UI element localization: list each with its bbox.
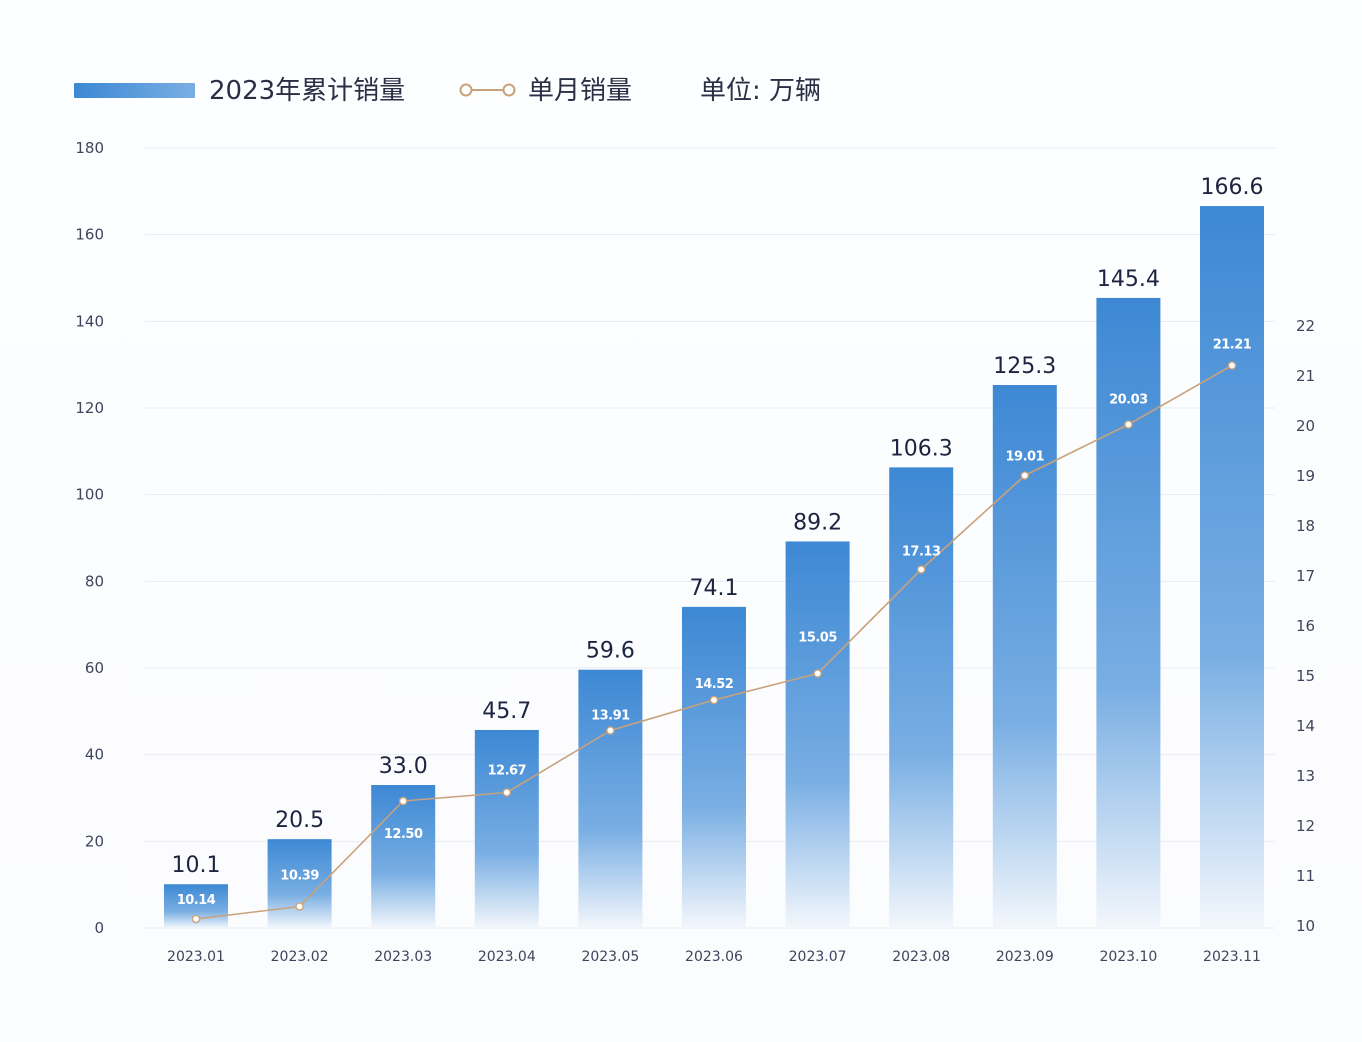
y-axis-left: 0 20 40 60 80 100 120 140 160 180	[75, 139, 104, 937]
legend: 2023年累计销量 单月销量 单位: 万辆	[74, 76, 821, 106]
y-left-tick-label: 80	[85, 572, 104, 590]
monthly-sales-value-label: 14.52	[695, 677, 734, 692]
bar-value-label: 45.7	[482, 699, 531, 724]
x-tick-label: 2023.01	[167, 949, 225, 965]
monthly-sales-point	[398, 796, 408, 806]
y-right-tick-label: 10	[1296, 917, 1315, 935]
bar-2023-03	[371, 785, 436, 928]
y-left-tick-label: 0	[94, 919, 104, 937]
monthly-sales-point	[1227, 361, 1237, 370]
y-left-tick-label: 140	[75, 312, 104, 330]
y-right-tick-label: 18	[1296, 517, 1315, 535]
y-left-tick-label: 180	[75, 139, 104, 157]
y-right-tick-label: 19	[1296, 467, 1315, 485]
bar-value-label: 106.3	[890, 436, 953, 461]
cumulative-sales-bars	[164, 206, 1264, 929]
bar-value-label: 74.1	[690, 576, 739, 601]
bar-value-label: 89.2	[793, 510, 842, 535]
x-tick-label: 2023.05	[581, 949, 639, 965]
x-tick-label: 2023.03	[374, 949, 432, 965]
y-right-tick-label: 16	[1296, 617, 1315, 635]
legend-line-swatch	[459, 83, 516, 97]
legend-line-marker	[459, 83, 473, 97]
x-tick-label: 2023.04	[478, 949, 536, 965]
monthly-sales-value-label: 21.21	[1213, 338, 1252, 353]
bar-2023-10	[1096, 297, 1161, 928]
y-right-tick-label: 12	[1296, 817, 1315, 835]
monthly-sales-point	[191, 914, 201, 924]
monthly-sales-point	[1124, 420, 1133, 429]
monthly-sales-value-label: 12.50	[384, 827, 423, 842]
y-right-tick-label: 21	[1296, 367, 1315, 385]
monthly-sales-point	[606, 726, 615, 735]
x-tick-label: 2023.11	[1203, 949, 1261, 965]
bar-2023-08	[889, 467, 954, 928]
cumulative-sales-value-labels: 10.1 20.5 33.0 45.7 59.6 74.1 89.2 106.3 125.3 14…	[172, 175, 1264, 878]
bar-value-label: 166.6	[1201, 175, 1264, 200]
monthly-sales-value-label: 17.13	[902, 545, 941, 560]
bar-value-label: 33.0	[379, 754, 428, 779]
x-tick-label: 2023.08	[892, 949, 950, 965]
y-left-tick-label: 160	[75, 226, 104, 244]
y-left-tick-label: 100	[75, 486, 104, 504]
monthly-sales-value-label: 12.67	[487, 764, 526, 779]
y-left-tick-label: 40	[85, 746, 104, 764]
x-tick-label: 2023.09	[996, 949, 1054, 965]
monthly-sales-value-labels: 10.14 10.39 12.50 12.67 13.91 14.52 15.05 17.13…	[177, 338, 1253, 909]
monthly-sales-point	[1020, 471, 1030, 480]
y-right-tick-label: 20	[1296, 417, 1315, 435]
monthly-sales-series	[191, 361, 1237, 924]
bar-2023-06	[682, 606, 746, 928]
y-right-tick-label: 11	[1296, 867, 1315, 885]
bar-value-label: 125.3	[993, 354, 1056, 379]
y-right-tick-label: 15	[1296, 667, 1315, 685]
y-left-tick-label: 60	[85, 659, 104, 677]
x-tick-label: 2023.10	[1099, 949, 1157, 965]
bar-2023-09	[992, 385, 1057, 928]
x-tick-label: 2023.02	[271, 949, 329, 965]
y-axis-right: 10 11 12 13 14 15 16 17 18 19 20 21 22	[1296, 317, 1315, 935]
bar-value-label: 145.4	[1097, 267, 1160, 292]
monthly-sales-point	[709, 695, 719, 705]
x-tick-label: 2023.06	[685, 949, 743, 965]
legend-bar-label: 2023年累计销量	[209, 76, 405, 106]
monthly-sales-point	[502, 788, 512, 797]
bar-2023-07	[785, 541, 850, 928]
legend-line-marker	[502, 83, 516, 97]
y-right-tick-label: 22	[1296, 317, 1315, 335]
x-axis: 2023.01 2023.02 2023.03 2023.04 2023.05 2023.…	[167, 949, 1261, 965]
bar-2023-02	[267, 839, 332, 928]
bar-2023-11	[1200, 206, 1264, 929]
monthly-sales-point	[295, 902, 304, 911]
monthly-sales-value-label: 10.39	[280, 869, 319, 884]
monthly-sales-point	[813, 669, 822, 678]
legend-bar-swatch	[74, 83, 195, 98]
y-left-tick-label: 20	[85, 832, 104, 850]
monthly-sales-value-label: 19.01	[1005, 450, 1044, 465]
monthly-sales-value-label: 20.03	[1109, 393, 1148, 408]
x-tick-label: 2023.07	[789, 949, 847, 965]
bar-2023-04	[474, 729, 539, 928]
bar-value-label: 59.6	[586, 639, 635, 664]
monthly-sales-value-label: 13.91	[591, 709, 630, 724]
legend-line-label: 单月销量	[528, 76, 632, 106]
bar-2023-05	[578, 669, 643, 928]
y-right-tick-label: 13	[1296, 767, 1315, 785]
y-right-tick-label: 14	[1296, 717, 1315, 735]
y-right-tick-label: 17	[1296, 567, 1315, 585]
monthly-sales-value-label: 15.05	[798, 631, 837, 646]
monthly-sales-value-label: 10.14	[177, 893, 216, 908]
bar-value-label: 20.5	[275, 808, 324, 833]
bar-value-label: 10.1	[172, 853, 221, 878]
monthly-sales-point	[916, 565, 926, 574]
unit-label: 单位: 万辆	[700, 76, 821, 106]
y-left-tick-label: 120	[75, 399, 104, 417]
